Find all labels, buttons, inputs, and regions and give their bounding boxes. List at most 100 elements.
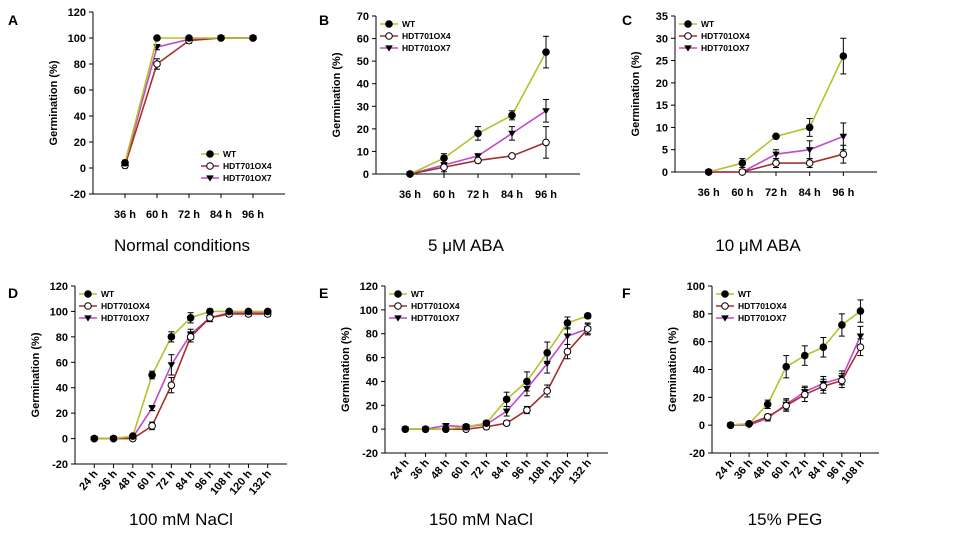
panel-caption: 5 μM ABA: [428, 236, 505, 255]
y-tick-label: 60: [74, 85, 86, 97]
y-tick-label: 100: [687, 281, 705, 293]
data-point: [148, 422, 156, 430]
x-tick-label: 60 h: [146, 209, 168, 221]
x-tick-label: 72 h: [178, 209, 200, 221]
y-tick-label: 0: [662, 167, 668, 179]
legend-marker: [385, 32, 393, 40]
data-point: [186, 333, 195, 341]
legend-marker: [684, 32, 692, 40]
data-point: [167, 333, 176, 341]
y-tick-label: -20: [362, 448, 378, 460]
y-tick-label: 80: [693, 309, 705, 321]
data-point: [206, 313, 214, 322]
series-wt: [406, 35, 550, 178]
legend-label: HDT701OX4: [738, 301, 787, 311]
y-tick-label: 0: [62, 434, 68, 446]
data-point: [148, 405, 156, 412]
y-tick-label: 5: [662, 145, 668, 157]
y-tick-label: 20: [366, 400, 378, 412]
data-point: [217, 34, 225, 42]
legend-marker: [394, 315, 402, 322]
legend-label: HDT701OX7: [223, 173, 272, 183]
x-tick-label: 84 h: [799, 187, 821, 199]
panel-caption: 150 mM NaCl: [429, 510, 533, 529]
panel-letter: C: [622, 12, 632, 28]
data-point: [167, 362, 176, 369]
data-point: [186, 313, 195, 322]
series-hdt701ox4: [704, 144, 848, 176]
legend-label: WT: [411, 289, 425, 299]
data-point: [148, 371, 156, 379]
data-point: [109, 434, 118, 443]
x-tick-label: 60 h: [769, 457, 793, 482]
data-point: [502, 395, 511, 404]
y-tick-label: 10: [656, 122, 668, 134]
legend-label: HDT701OX4: [701, 31, 750, 41]
y-tick-label: 60: [56, 357, 68, 369]
data-point: [819, 382, 828, 391]
y-tick-label: 120: [360, 281, 378, 293]
data-point: [563, 333, 572, 340]
y-tick-label: 40: [56, 383, 68, 395]
y-tick-label: 20: [693, 392, 705, 404]
series-line: [405, 328, 589, 430]
y-tick-label: 100: [360, 305, 378, 317]
x-tick-label: 132 h: [247, 468, 274, 497]
panel-caption: 100 mM NaCl: [129, 510, 233, 529]
x-tick-label: 72 h: [467, 189, 489, 201]
x-tick-label: 24 h: [77, 468, 101, 493]
data-point: [542, 138, 550, 147]
y-tick-label: 20: [56, 408, 68, 420]
y-tick-label: 0: [699, 420, 705, 432]
x-tick-label: 36 h: [408, 457, 432, 482]
data-point: [401, 425, 410, 433]
data-point: [244, 307, 253, 316]
data-point: [523, 377, 531, 386]
y-tick-label: 50: [357, 56, 369, 68]
series-wt: [121, 34, 257, 167]
data-point: [474, 129, 482, 138]
legend-label: WT: [223, 149, 237, 159]
x-tick-label: 72 h: [154, 468, 178, 493]
panel-caption: 15% PEG: [748, 510, 823, 529]
data-point: [800, 390, 809, 399]
series-wt: [90, 307, 272, 443]
panel-letter: A: [8, 12, 18, 28]
x-tick-label: 84 h: [501, 189, 523, 201]
data-point: [406, 170, 414, 178]
x-tick-label: 24 h: [388, 457, 412, 482]
legend-label: HDT701OX7: [411, 313, 460, 323]
data-point: [502, 408, 511, 415]
data-point: [772, 159, 780, 167]
y-tick-label: 40: [693, 365, 705, 377]
data-point: [474, 156, 482, 165]
data-point: [442, 425, 450, 433]
x-tick-label: 36 h: [399, 189, 421, 201]
data-point: [440, 163, 448, 172]
legend-label: WT: [101, 289, 115, 299]
y-tick-label: 10: [357, 146, 369, 158]
legend-marker: [84, 315, 92, 322]
legend-marker: [385, 20, 393, 28]
y-axis-label: Germination (%): [331, 52, 343, 137]
legend-label: WT: [738, 289, 752, 299]
x-tick-label: 48 h: [429, 457, 453, 482]
data-point: [167, 381, 176, 389]
y-tick-label: 80: [56, 332, 68, 344]
legend-marker: [385, 45, 393, 52]
x-tick-label: 36 h: [96, 468, 120, 493]
legend-marker: [206, 175, 214, 182]
data-point: [782, 362, 791, 371]
data-point: [805, 123, 814, 132]
data-point: [225, 307, 233, 316]
x-tick-label: 132 h: [567, 457, 594, 486]
data-point: [763, 413, 772, 421]
data-point: [726, 421, 735, 429]
y-tick-label: 40: [74, 111, 86, 123]
data-point: [805, 159, 814, 167]
panel-c: 0 5 10 15 20 25 30 35 36 h 60 h 72 h 84 h 96 h Germin…: [622, 11, 877, 255]
data-point: [745, 419, 753, 428]
y-tick-label: 120: [50, 281, 68, 293]
series-line: [730, 310, 861, 426]
